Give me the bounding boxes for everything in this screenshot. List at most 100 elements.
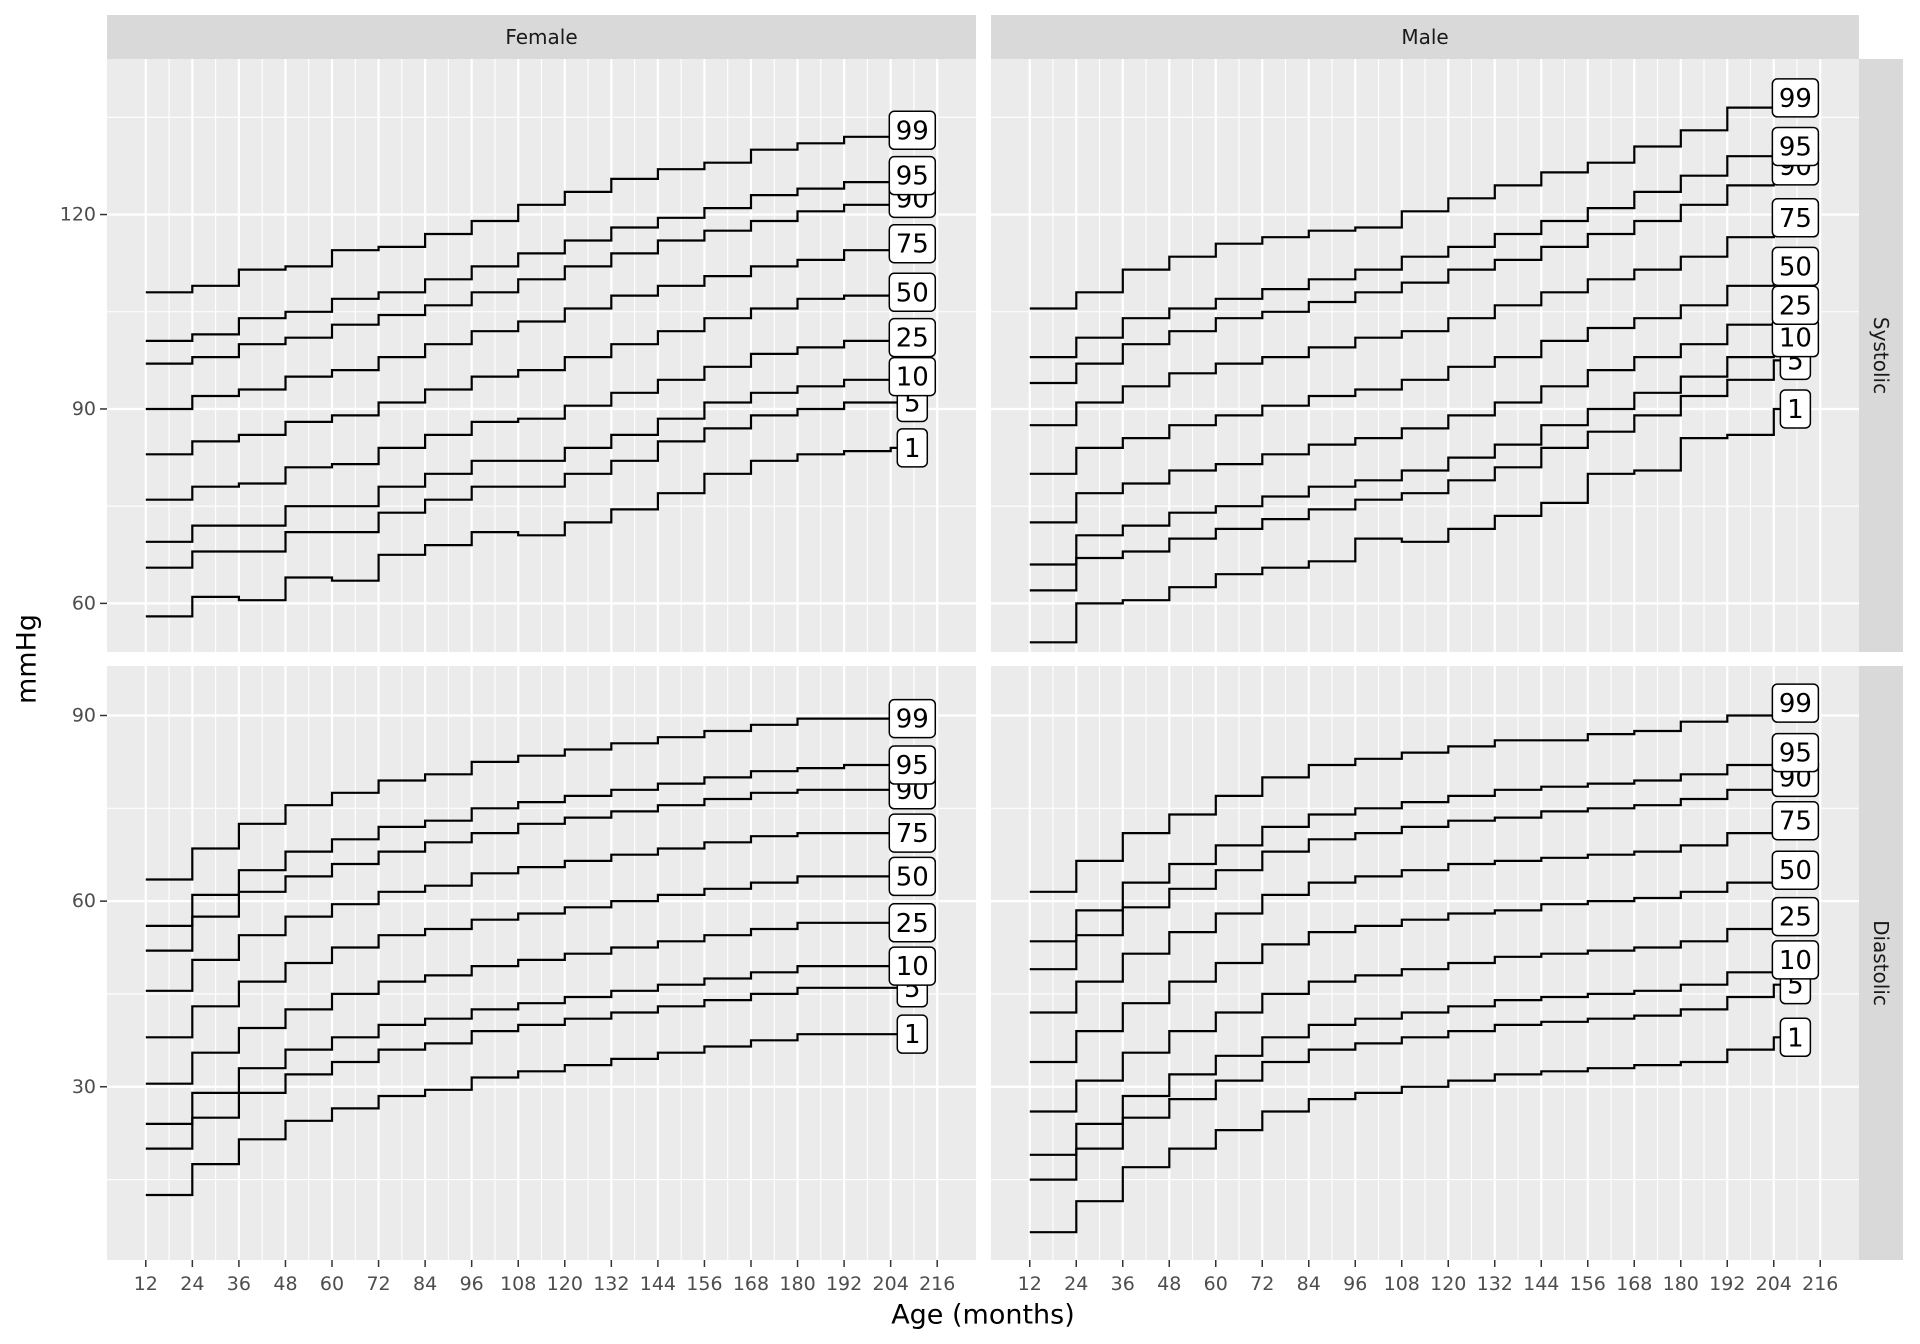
- percentile-label-text: 75: [1779, 807, 1812, 837]
- percentile-label-text: 1: [1787, 395, 1804, 425]
- series-line-p75: [1029, 216, 1797, 427]
- percentile-label-p99: 99: [1771, 78, 1820, 118]
- x-axis-male: 12 24 36 48 60 72 84 96 108 120 132 144 156 168 180 192…: [1018, 1260, 1838, 1295]
- x-tick-label: 120: [547, 1273, 583, 1295]
- percentile-label-text: 99: [896, 705, 929, 735]
- percentile-label-text: 10: [896, 952, 929, 982]
- percentile-label-box: [1771, 800, 1820, 841]
- percentile-label-p25: 25: [1771, 896, 1820, 937]
- percentile-label-text: 75: [896, 230, 929, 260]
- percentile-label-text: 25: [1779, 903, 1812, 933]
- series-line-p25: [145, 336, 914, 501]
- percentile-label-box: [896, 1014, 929, 1054]
- x-tick-label: 204: [873, 1273, 909, 1295]
- strip-male-bg: [991, 15, 1859, 59]
- percentile-label-box: [1779, 389, 1812, 429]
- strip-female-bg: [107, 15, 976, 59]
- percentile-label-text: 75: [896, 819, 929, 849]
- x-tick-label: 216: [919, 1273, 955, 1295]
- percentile-label-text: 25: [896, 909, 929, 939]
- percentile-label-text: 10: [1779, 324, 1812, 354]
- percentile-label-p99: 99: [1771, 683, 1820, 723]
- series-line-p75: [145, 832, 914, 992]
- percentile-label-text: 50: [1779, 856, 1812, 886]
- percentile-label-box: [888, 223, 937, 264]
- percentile-label-box: [888, 317, 937, 358]
- x-tick-label: 192: [826, 1273, 862, 1295]
- x-axis-title: Age (months): [891, 1300, 1075, 1331]
- y-tick-label: 120: [60, 204, 96, 226]
- percentile-label-p10: 10: [888, 946, 937, 986]
- percentile-label-text: 25: [896, 324, 929, 354]
- percentile-label-p50: 50: [888, 272, 937, 313]
- percentile-label-text: 95: [1779, 739, 1812, 769]
- percentile-label-text: 1: [904, 434, 921, 464]
- percentile-label-box: [888, 155, 937, 196]
- percentile-label-box: [896, 428, 929, 468]
- percentile-label-p99: 99: [888, 698, 937, 739]
- series-line-p99: [1029, 702, 1797, 893]
- percentile-label-p95: 95: [888, 745, 937, 785]
- x-tick-label: 156: [686, 1273, 722, 1295]
- percentile-label-box: [1771, 896, 1820, 937]
- series-line-p99: [145, 717, 914, 881]
- series-line-p1: [1029, 1036, 1797, 1234]
- percentile-label-box: [888, 272, 937, 313]
- x-tick-label: 168: [733, 1273, 769, 1295]
- x-tick-label: 60: [1204, 1273, 1228, 1295]
- percentile-label-text: 99: [1779, 84, 1812, 114]
- y-tick-label: 60: [72, 890, 96, 912]
- series-line-p10: [1029, 336, 1797, 566]
- percentile-label-text: 99: [1779, 689, 1812, 719]
- percentile-label-box: [1771, 126, 1820, 167]
- series-line-p5: [1029, 359, 1797, 592]
- x-tick-label: 24: [1064, 1273, 1088, 1295]
- percentile-label-text: 50: [896, 862, 929, 892]
- percentile-label-box: [888, 110, 937, 151]
- series-line-p10: [1029, 958, 1797, 1156]
- x-tick-label: 60: [320, 1273, 344, 1295]
- x-tick-label: 96: [460, 1273, 484, 1295]
- percentile-label-box: [888, 698, 937, 739]
- x-tick-label: 12: [1018, 1273, 1042, 1295]
- percentile-label-p1: 1: [896, 428, 929, 468]
- percentile-label-p75: 75: [888, 223, 937, 264]
- percentile-label-p25: 25: [1771, 285, 1820, 326]
- series-line-p5: [1029, 983, 1797, 1181]
- x-tick-label: 24: [180, 1273, 204, 1295]
- series-line-p90: [145, 788, 914, 952]
- y-axis-diastolic: 30 60 90: [72, 705, 107, 1098]
- y-tick-label: 90: [72, 398, 96, 420]
- percentile-label-p75: 75: [1771, 800, 1820, 841]
- panels-layer: 1510255075909599151025507590959915102550…: [107, 59, 1859, 1260]
- x-tick-label: 84: [1297, 1273, 1321, 1295]
- y-tick-label: 60: [72, 592, 96, 614]
- series-line-p90: [145, 197, 914, 365]
- series-line-p95: [1029, 751, 1797, 943]
- percentile-label-box: [1771, 78, 1820, 118]
- percentile-label-box: [1779, 1017, 1812, 1057]
- series-line-p1: [145, 1033, 914, 1197]
- strip-systolic-label: Systolic: [1869, 317, 1893, 394]
- percentile-label-box: [888, 946, 937, 986]
- x-tick-label: 192: [1709, 1273, 1745, 1295]
- series-line-p90: [1029, 776, 1797, 971]
- y-tick-label: 30: [72, 1076, 96, 1098]
- percentile-label-text: 10: [896, 363, 929, 393]
- percentile-label-text: 95: [896, 751, 929, 781]
- series-line-p95: [145, 763, 914, 927]
- percentile-label-box: [888, 856, 937, 897]
- percentile-label-box: [1771, 732, 1820, 773]
- x-tick-label: 180: [1663, 1273, 1699, 1295]
- x-tick-label: 108: [1384, 1273, 1420, 1295]
- percentile-label-text: 99: [896, 116, 929, 146]
- percentile-label-text: 95: [1779, 132, 1812, 162]
- percentile-label-p1: 1: [1779, 1017, 1812, 1057]
- percentile-label-box: [1771, 683, 1820, 723]
- percentile-label-text: 1: [1787, 1023, 1804, 1053]
- percentile-label-text: 95: [896, 162, 929, 192]
- percentile-label-box: [888, 356, 937, 397]
- series-line-p95: [145, 174, 914, 342]
- strips-layer: Female Male Systolic Diastolic: [107, 15, 1903, 1260]
